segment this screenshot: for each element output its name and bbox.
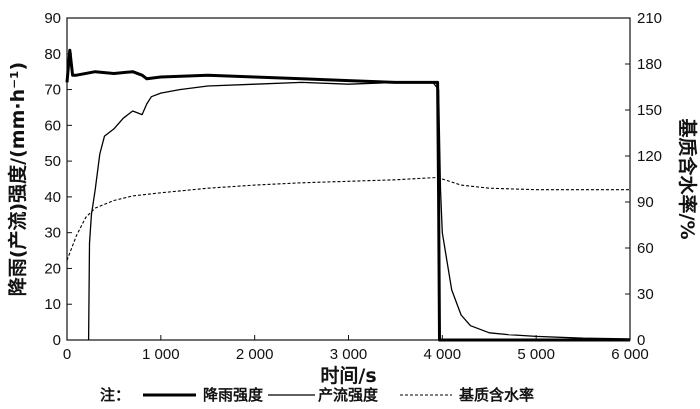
- legend-label-1: 降雨强度: [203, 386, 264, 404]
- y-tick-label: 40: [44, 189, 61, 206]
- y2-tick-label: 60: [637, 240, 654, 257]
- y2-tick-label: 180: [637, 56, 662, 73]
- x-tick-label: 2 000: [236, 346, 274, 363]
- x-tick-label: 0: [63, 346, 71, 363]
- y-tick-label: 50: [44, 153, 61, 170]
- y2-tick-label: 210: [637, 10, 662, 27]
- y-tick-label: 20: [44, 260, 61, 277]
- y-tick-label: 30: [44, 225, 61, 242]
- y-tick-label: 0: [53, 332, 61, 349]
- legend: 注： 降雨强度 产流强度 基质含水率: [100, 386, 534, 404]
- series-layer: [65, 48, 631, 342]
- x-tick-label: 5 000: [517, 346, 555, 363]
- y-tick-label: 10: [44, 296, 61, 313]
- y2-tick-label: 120: [637, 148, 662, 165]
- series-line-2: [87, 81, 631, 341]
- y-tick-label: 80: [44, 46, 61, 63]
- y-axis-title: 降雨(产流)强度/(mm·h⁻¹): [6, 62, 29, 296]
- legend-label-3: 基质含水率: [458, 386, 534, 404]
- plot-area: [66, 17, 631, 341]
- y-tick-label: 70: [44, 82, 61, 99]
- legend-label-2: 产流强度: [318, 386, 379, 404]
- y-tick-label: 60: [44, 117, 61, 134]
- y2-tick-label: 90: [637, 194, 654, 211]
- legend-prefix: 注：: [100, 386, 130, 404]
- x-tick-label: 4 000: [424, 346, 462, 363]
- series-line-1: [65, 48, 630, 342]
- x-tick-label: 6 000: [611, 346, 649, 363]
- plot-frame: [66, 17, 631, 341]
- y2-tick-label: 30: [637, 286, 654, 303]
- y-tick-label: 90: [44, 10, 61, 27]
- y2-tick-label: 150: [637, 102, 662, 119]
- series-line-3: [66, 176, 630, 261]
- y2-tick-label: 0: [637, 332, 645, 349]
- x-tick-label: 3 000: [330, 346, 368, 363]
- y2-axis-title: 基质含水率/%: [676, 118, 699, 240]
- x-axis-title: 时间/s: [320, 365, 376, 387]
- x-tick-label: 1 000: [142, 346, 180, 363]
